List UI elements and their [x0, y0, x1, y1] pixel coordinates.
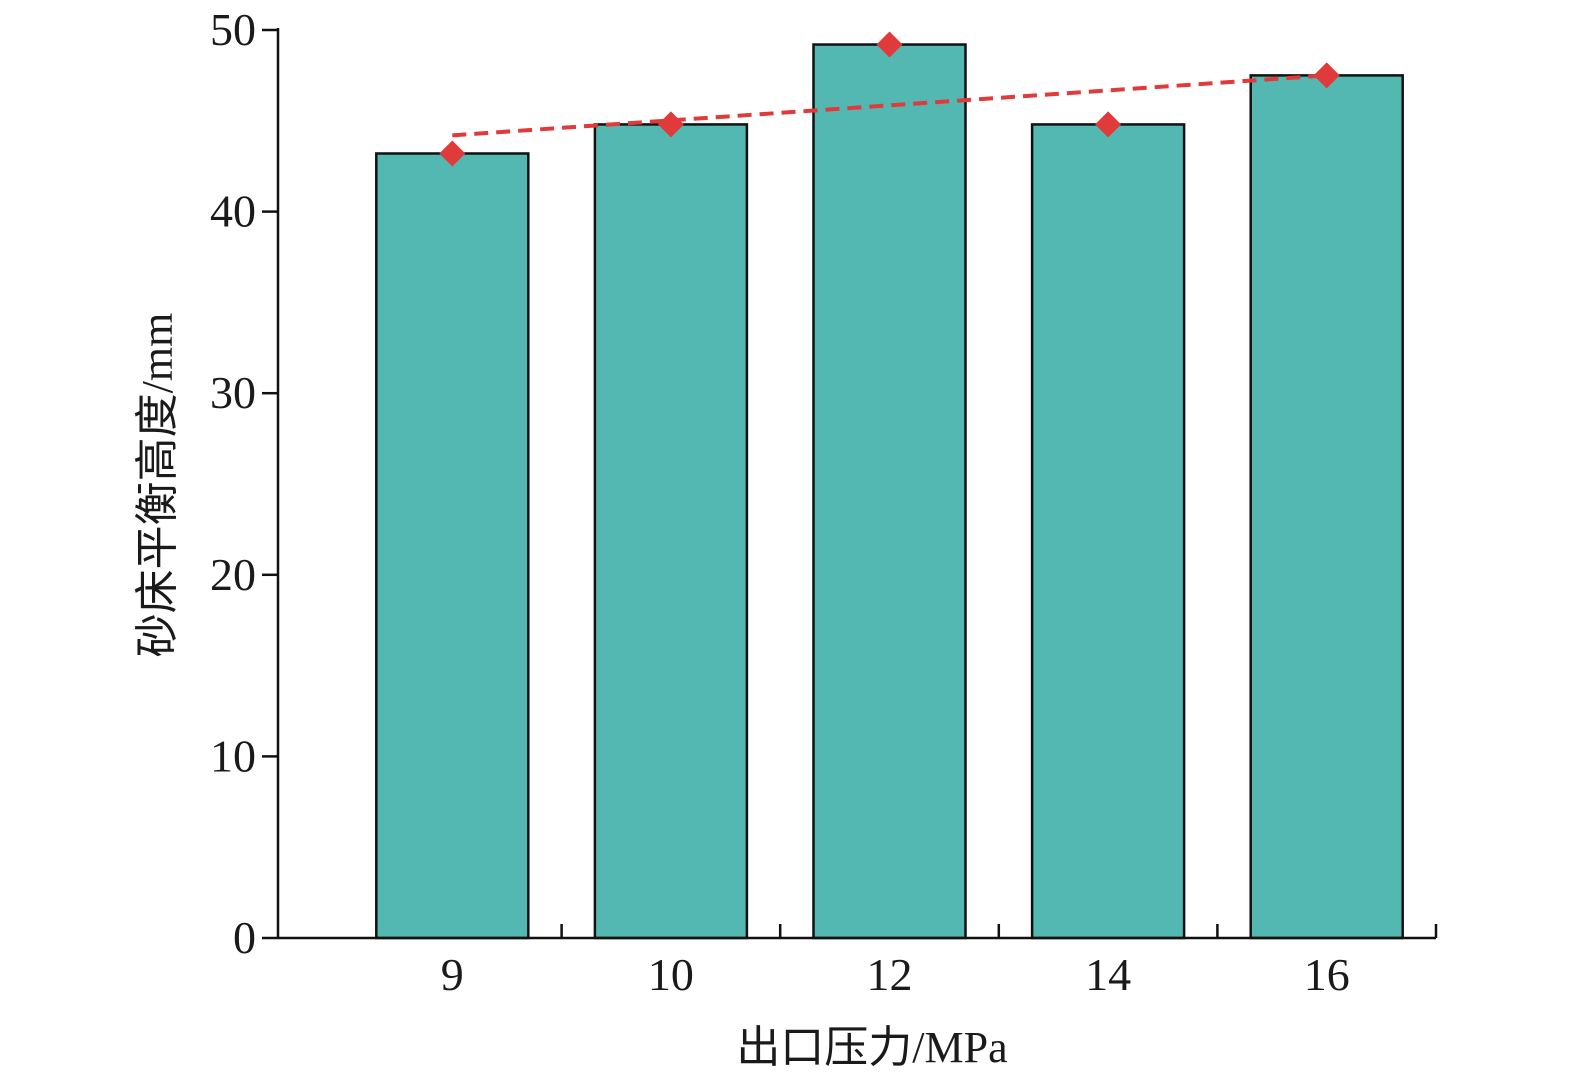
- bar-10: [593, 123, 749, 940]
- y-tick-label-30: 30: [210, 367, 256, 418]
- y-tick-label-40: 40: [210, 186, 256, 237]
- y-tick-label-50: 50: [210, 4, 256, 55]
- marker-16: [1313, 62, 1340, 89]
- bar-12: [812, 43, 967, 940]
- y-tick-label-20: 20: [210, 549, 256, 600]
- x-tick-label-9: 9: [441, 949, 464, 1000]
- trendline: [452, 73, 1327, 138]
- marker-9: [439, 140, 466, 167]
- trendline-layer: [452, 73, 1327, 138]
- bar-9: [375, 152, 530, 940]
- x-tick-label-12: 12: [867, 949, 913, 1000]
- marker-12: [876, 31, 903, 58]
- y-tick-label-10: 10: [210, 730, 256, 781]
- tick-labels-layer: 0 10 20 30 40 50 9 10 12 14 16: [210, 4, 1350, 1000]
- marker-10: [657, 111, 684, 138]
- marker-14: [1095, 111, 1122, 138]
- bar-16: [1249, 74, 1404, 940]
- y-axis-title: 砂床平衡高度/mm: [133, 313, 182, 658]
- x-tick-label-14: 14: [1085, 949, 1131, 1000]
- bars-layer: [375, 43, 1404, 940]
- y-tick-label-0: 0: [233, 912, 256, 963]
- markers-layer: [439, 31, 1340, 167]
- axes-layer: [262, 28, 1438, 940]
- bar-14: [1030, 123, 1186, 940]
- x-tick-label-16: 16: [1304, 949, 1350, 1000]
- x-axis-title: 出口压力/MPa: [736, 1023, 1007, 1072]
- x-tick-label-10: 10: [648, 949, 694, 1000]
